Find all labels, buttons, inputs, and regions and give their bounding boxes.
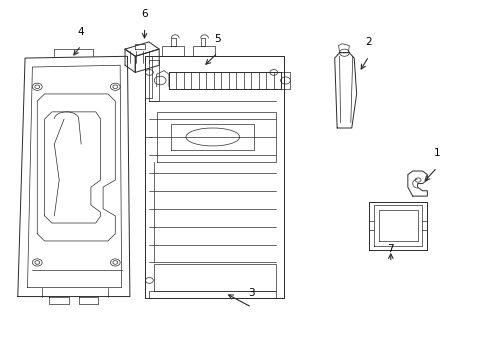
Text: 4: 4 [78, 27, 84, 37]
Text: 2: 2 [365, 37, 371, 47]
Text: 5: 5 [214, 34, 221, 44]
Text: 1: 1 [433, 148, 440, 158]
Text: 3: 3 [248, 288, 255, 298]
Text: 6: 6 [141, 9, 147, 19]
Text: 7: 7 [386, 243, 393, 253]
